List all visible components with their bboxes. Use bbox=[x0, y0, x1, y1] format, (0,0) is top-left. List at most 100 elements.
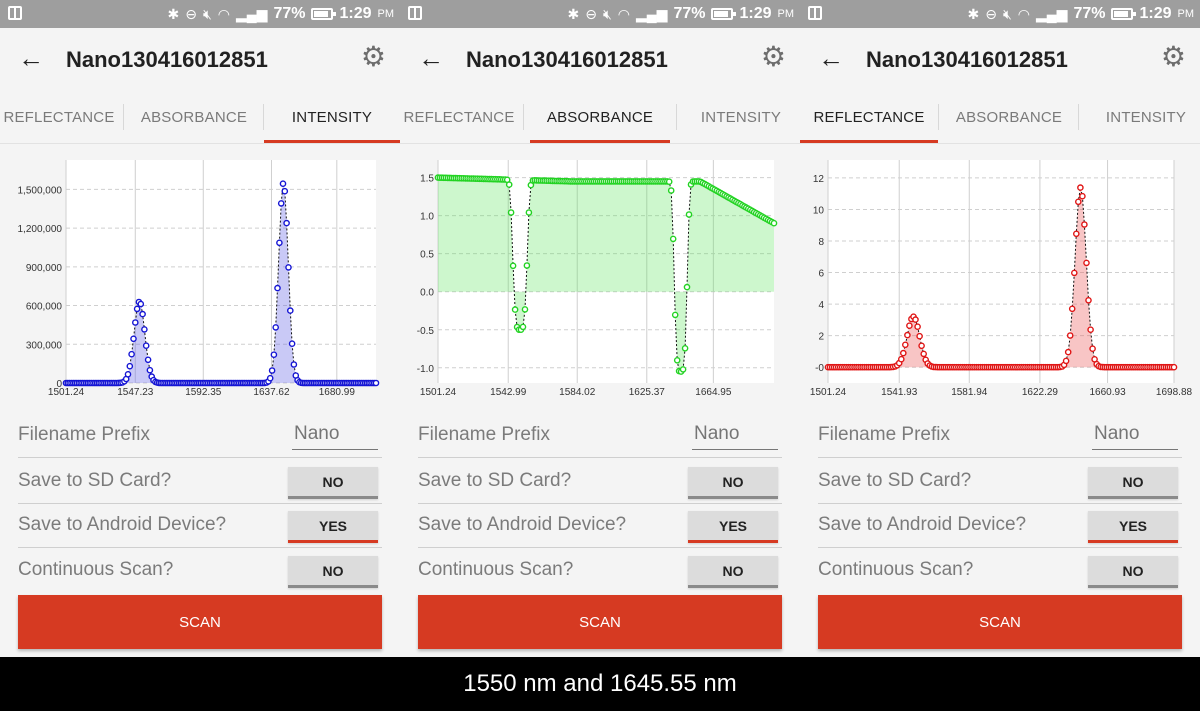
data-point bbox=[266, 374, 274, 382]
continuous-scan-toggle[interactable]: NO bbox=[688, 556, 778, 588]
save-sd-label: Save to SD Card? bbox=[418, 470, 572, 491]
save-android-label: Save to Android Device? bbox=[18, 514, 227, 535]
clock-ampm: PM bbox=[777, 8, 795, 20]
data-point bbox=[1170, 363, 1178, 371]
scan-button[interactable]: SCAN bbox=[818, 595, 1182, 649]
data-point bbox=[1072, 230, 1080, 238]
page-title: Nano130416012851 bbox=[466, 47, 668, 72]
tab-absorbance[interactable]: ABSORBANCE bbox=[530, 90, 670, 144]
filename-prefix-row: Filename Prefix Nano bbox=[418, 414, 782, 458]
y-tick-label: 1,500,000 bbox=[18, 185, 63, 196]
y-tick-label: 1.0 bbox=[420, 212, 434, 223]
data-point bbox=[683, 283, 691, 291]
continuous-scan-label: Continuous Scan? bbox=[18, 559, 174, 580]
y-tick-label: -0.5 bbox=[417, 326, 435, 337]
tab-reflectance[interactable]: REFLECTANCE bbox=[800, 90, 938, 144]
back-arrow-icon[interactable]: ← bbox=[18, 43, 44, 73]
data-point bbox=[281, 187, 289, 195]
save-sd-toggle[interactable]: NO bbox=[288, 467, 378, 499]
x-tick-label: 1698.88 bbox=[1156, 387, 1193, 398]
data-point bbox=[900, 349, 907, 357]
tab-bar: REFLECTANCE ABSORBANCE INTENSITY bbox=[800, 90, 1200, 144]
data-point bbox=[521, 306, 529, 313]
tab-absorbance[interactable]: ABSORBANCE bbox=[955, 108, 1063, 126]
continuous-scan-row: Continuous Scan? NO bbox=[18, 549, 382, 593]
continuous-scan-toggle[interactable]: NO bbox=[1088, 556, 1178, 588]
back-arrow-icon[interactable]: ← bbox=[818, 43, 844, 73]
data-point bbox=[1083, 259, 1090, 267]
x-tick-label: 1542.99 bbox=[490, 387, 527, 398]
data-point bbox=[1085, 296, 1092, 304]
save-android-toggle[interactable]: YES bbox=[688, 511, 778, 543]
scan-button[interactable]: SCAN bbox=[18, 595, 382, 649]
data-point bbox=[1074, 198, 1082, 206]
gear-icon[interactable]: ⚙ bbox=[360, 41, 386, 72]
save-android-toggle[interactable]: YES bbox=[288, 511, 378, 543]
filename-prefix-label: Filename Prefix bbox=[18, 424, 150, 445]
data-point bbox=[914, 323, 921, 330]
screen-reflectance: ✱ ⊖ 🔇︎ ◠ ▂▄▆ 77% 1:29 PM ← Nano130416012… bbox=[800, 0, 1200, 657]
data-point bbox=[916, 332, 923, 340]
filename-prefix-input[interactable]: Nano bbox=[292, 420, 378, 450]
save-sd-label: Save to SD Card? bbox=[818, 470, 972, 491]
tab-divider bbox=[523, 104, 524, 130]
screen-intensity: ✱ ⊖ 🔇︎ ◠ ▂▄▆ 77% 1:29 PM ← Nano130416012… bbox=[0, 0, 400, 657]
y-tick-label: 600,000 bbox=[26, 302, 63, 313]
filename-prefix-input[interactable]: Nano bbox=[692, 420, 778, 450]
save-sd-toggle[interactable]: NO bbox=[1088, 467, 1178, 499]
data-point bbox=[525, 209, 533, 216]
filename-prefix-row: Filename Prefix Nano bbox=[18, 414, 382, 458]
status-bar: ✱ ⊖ 🔇︎ ◠ ▂▄▆ 77% 1:29 PM bbox=[0, 0, 400, 28]
y-tick-label: 2 bbox=[818, 332, 824, 343]
battery-icon bbox=[311, 8, 337, 20]
data-point bbox=[1070, 269, 1078, 277]
data-point bbox=[270, 351, 278, 358]
data-point bbox=[912, 316, 919, 323]
x-tick-label: 1547.23 bbox=[117, 387, 154, 398]
app-bar: ← Nano130416012851 ⚙ bbox=[400, 28, 800, 90]
save-sd-toggle[interactable]: NO bbox=[688, 467, 778, 499]
gear-icon[interactable]: ⚙ bbox=[1160, 41, 1186, 72]
plot-area bbox=[828, 160, 1174, 383]
save-android-toggle[interactable]: YES bbox=[1088, 511, 1178, 543]
data-point bbox=[904, 331, 911, 339]
data-point bbox=[1077, 184, 1084, 191]
series-area bbox=[438, 177, 774, 372]
data-point bbox=[669, 235, 677, 243]
data-point bbox=[272, 324, 280, 331]
data-point bbox=[276, 239, 283, 247]
y-tick-label: 8 bbox=[818, 237, 824, 248]
tab-intensity[interactable]: INTENSITY bbox=[700, 108, 782, 126]
tab-reflectance[interactable]: REFLECTANCE bbox=[403, 108, 515, 126]
data-point bbox=[288, 340, 296, 347]
data-point bbox=[671, 311, 679, 319]
clock-time: 1:29 bbox=[339, 5, 372, 22]
data-point bbox=[130, 335, 137, 343]
page-title: Nano130416012851 bbox=[866, 47, 1068, 72]
do-not-disturb-icon: ⊖ bbox=[585, 6, 597, 22]
tab-intensity[interactable]: INTENSITY bbox=[264, 90, 400, 144]
data-point bbox=[137, 300, 145, 308]
scan-button[interactable]: SCAN bbox=[418, 595, 782, 649]
data-point bbox=[519, 323, 527, 331]
continuous-scan-toggle[interactable]: NO bbox=[288, 556, 378, 588]
data-point bbox=[523, 262, 531, 269]
data-point bbox=[902, 341, 909, 349]
tab-absorbance[interactable]: ABSORBANCE bbox=[140, 108, 248, 126]
data-point bbox=[511, 306, 519, 313]
do-not-disturb-icon: ⊖ bbox=[985, 6, 997, 22]
y-tick-label: 300,000 bbox=[26, 340, 63, 351]
x-tick-label: 1660.93 bbox=[1089, 387, 1126, 398]
back-arrow-icon[interactable]: ← bbox=[418, 43, 444, 73]
mute-icon: 🔇︎ bbox=[202, 6, 212, 22]
tab-reflectance[interactable]: REFLECTANCE bbox=[3, 108, 115, 126]
data-point bbox=[283, 219, 290, 227]
filename-prefix-input[interactable]: Nano bbox=[1092, 420, 1178, 450]
x-tick-label: 1581.94 bbox=[951, 387, 988, 398]
x-tick-label: 1625.37 bbox=[629, 387, 666, 398]
tab-intensity[interactable]: INTENSITY bbox=[1105, 108, 1187, 126]
gear-icon[interactable]: ⚙ bbox=[760, 41, 786, 72]
wifi-icon: ◠ bbox=[617, 6, 630, 22]
status-bar: ✱ ⊖ 🔇︎ ◠ ▂▄▆ 77% 1:29 PM bbox=[400, 0, 800, 28]
data-point bbox=[146, 366, 154, 374]
